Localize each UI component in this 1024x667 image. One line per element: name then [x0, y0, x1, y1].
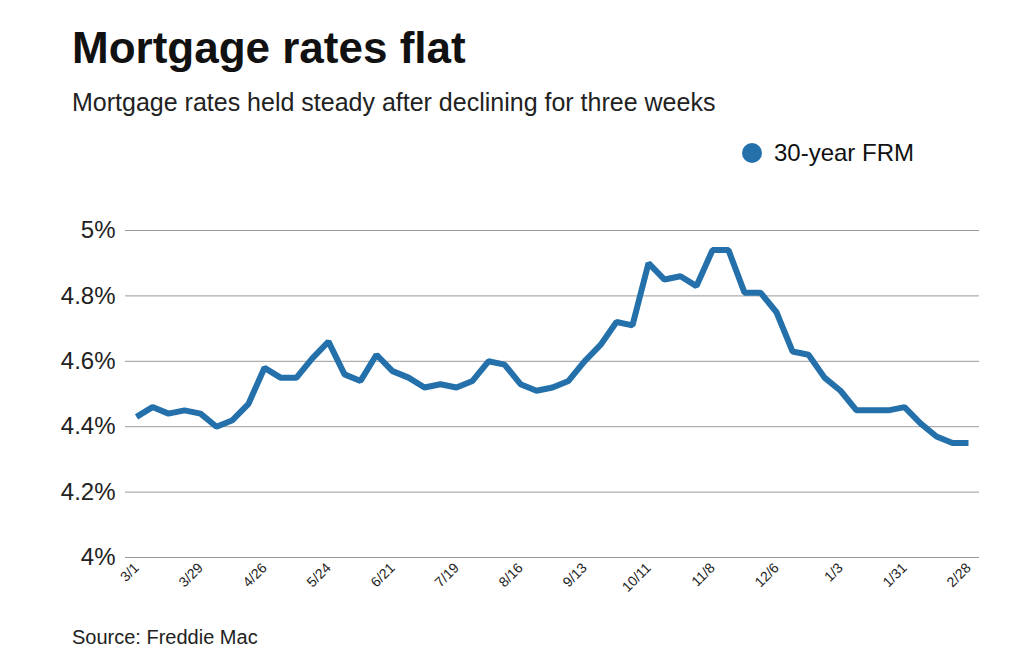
svg-text:8/16: 8/16 [495, 559, 526, 590]
svg-text:1/31: 1/31 [879, 559, 910, 590]
svg-text:12/6: 12/6 [751, 559, 782, 590]
svg-text:5/24: 5/24 [303, 559, 334, 590]
html-text:Mortgage rates held steady aft: Mortgage rates held steady after declini… [72, 88, 716, 116]
svg-text:4.2%: 4.2% [61, 478, 116, 505]
svg-text:4.8%: 4.8% [61, 282, 116, 309]
svg-text:9/13: 9/13 [559, 559, 590, 590]
svg-text:11/8: 11/8 [688, 559, 718, 589]
svg-text:7/19: 7/19 [431, 559, 462, 590]
svg-text:4/26: 4/26 [239, 559, 270, 590]
svg-text:4.4%: 4.4% [61, 412, 116, 439]
html-text:30-year FRM: 30-year FRM [774, 139, 914, 166]
svg-text:3/29: 3/29 [175, 559, 206, 590]
svg-text:3/1: 3/1 [117, 559, 142, 584]
svg-text:4.6%: 4.6% [61, 347, 116, 374]
svg-text:6/21: 6/21 [367, 559, 398, 590]
svg-text:2/28: 2/28 [943, 559, 974, 590]
svg-text:1/3: 1/3 [821, 559, 846, 584]
svg-text:4%: 4% [81, 543, 116, 570]
svg-text:10/11: 10/11 [618, 559, 654, 595]
html-text:Mortgage rates flat: Mortgage rates flat [72, 23, 466, 72]
svg-text:5%: 5% [81, 216, 116, 243]
html-text:Source: Freddie Mac: Source: Freddie Mac [72, 626, 258, 648]
